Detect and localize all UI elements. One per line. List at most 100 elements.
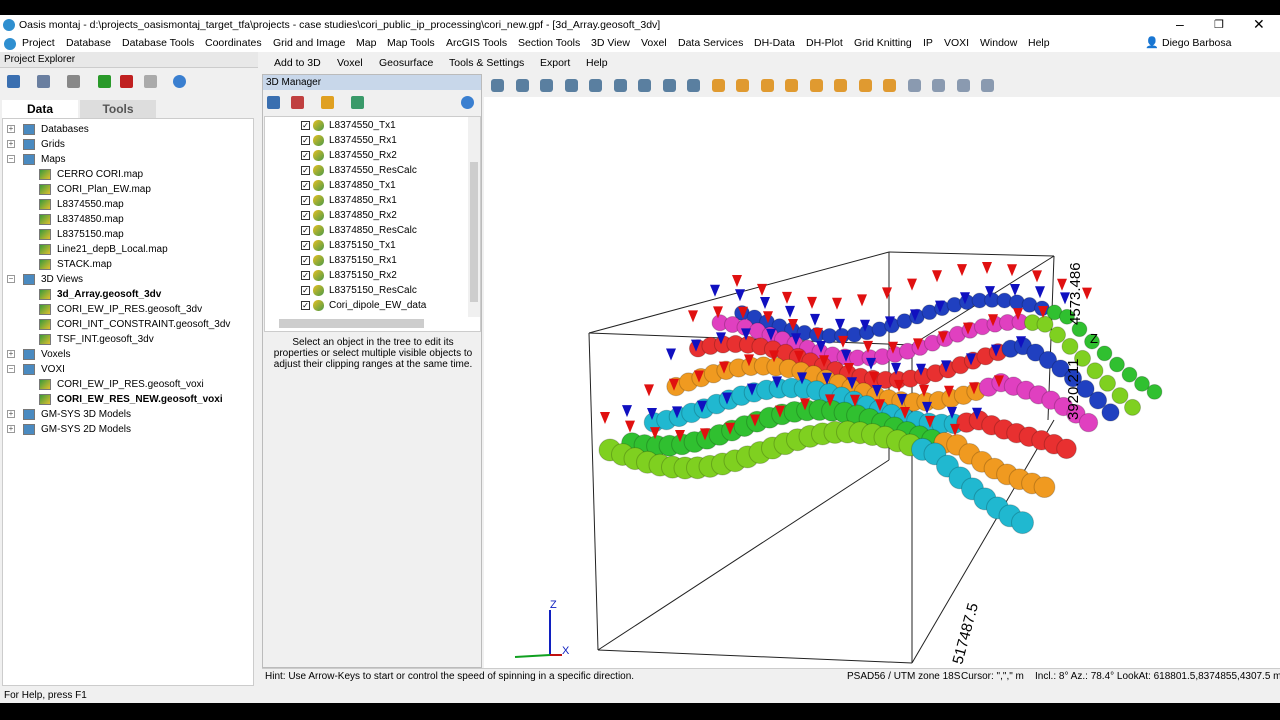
tree-item[interactable]: GM-SYS 2D Models — [41, 424, 132, 435]
tree-item[interactable]: GM-SYS 3D Models — [41, 409, 132, 420]
menu-item[interactable]: Help — [1028, 37, 1050, 49]
checkbox[interactable]: ✓ — [301, 301, 310, 310]
manager-tool[interactable] — [291, 96, 304, 109]
view-tool[interactable] — [491, 79, 504, 92]
checkbox[interactable]: ✓ — [301, 241, 310, 250]
list-item[interactable]: L8375150_Rx2 — [329, 270, 397, 281]
menu-item[interactable]: DH-Data — [754, 37, 795, 49]
checkbox[interactable]: ✓ — [301, 286, 310, 295]
menu-item[interactable]: Coordinates — [205, 37, 262, 49]
view-tool[interactable] — [834, 79, 847, 92]
view-tool[interactable] — [907, 79, 921, 92]
list-item[interactable]: L8374550_ResCalc — [329, 165, 417, 176]
tool-icon[interactable] — [120, 75, 133, 88]
menu-item[interactable]: Database — [66, 37, 111, 49]
tree-item[interactable]: CORI_EW_RES_NEW.geosoft_voxi — [57, 394, 223, 405]
view-menu-item[interactable]: Export — [540, 57, 571, 69]
menu-item[interactable]: Section Tools — [518, 37, 581, 49]
view-menu-item[interactable]: Tools & Settings — [449, 57, 525, 69]
view-tool[interactable] — [809, 79, 823, 92]
tree-item[interactable]: CORI_Plan_EW.map — [57, 184, 151, 195]
tool-icon[interactable] — [144, 75, 157, 88]
restore[interactable]: ❐ — [1214, 19, 1224, 31]
view-tool[interactable] — [736, 79, 749, 92]
tree-item[interactable]: Voxels — [41, 349, 71, 360]
tree-item[interactable]: CORI_EW_IP_RES.geosoft_3dv — [57, 304, 203, 315]
h-scroll-thumb[interactable] — [279, 319, 424, 328]
tool-icon[interactable] — [173, 75, 186, 88]
view-tool[interactable] — [858, 79, 872, 92]
tree-item[interactable]: CERRO CORI.map — [57, 169, 144, 180]
tree-item[interactable]: Maps — [41, 154, 66, 165]
tree-item[interactable]: L8374850.map — [57, 214, 124, 225]
tool-icon[interactable] — [7, 75, 20, 88]
menu-item[interactable]: Voxel — [641, 37, 667, 49]
tree-item[interactable]: CORI_EW_IP_RES.geosoft_voxi — [57, 379, 204, 390]
view-tool[interactable] — [932, 79, 945, 92]
tool-icon[interactable] — [37, 75, 50, 88]
view-tool[interactable] — [564, 79, 578, 92]
checkbox[interactable]: ✓ — [301, 256, 310, 265]
manager-tool[interactable] — [321, 96, 334, 109]
manager-tool[interactable] — [461, 96, 474, 109]
tree-item[interactable]: L8375150.map — [57, 229, 124, 240]
tree-item[interactable]: 3D Views — [41, 274, 84, 285]
view-menu-item[interactable]: Voxel — [337, 57, 363, 69]
view-tool[interactable] — [711, 79, 725, 92]
tree-item[interactable]: STACK.map — [57, 259, 112, 270]
tree-item[interactable]: CORI_INT_CONSTRAINT.geosoft_3dv — [57, 319, 231, 330]
tree-item[interactable]: VOXI — [41, 364, 65, 375]
list-item[interactable]: L8374850_Rx2 — [329, 210, 397, 221]
checkbox[interactable]: ✓ — [301, 211, 310, 220]
close[interactable]: ✕ — [1253, 16, 1265, 32]
user-name[interactable]: Diego Barbosa — [1162, 37, 1232, 49]
menu-item[interactable]: ArcGIS Tools — [446, 37, 508, 49]
view-tool[interactable] — [760, 79, 774, 92]
menu-item[interactable]: VOXI — [944, 37, 970, 49]
menu-item[interactable]: Map Tools — [387, 37, 435, 49]
checkbox[interactable]: ✓ — [301, 196, 310, 205]
tab[interactable]: Tools — [80, 100, 156, 118]
menu-item[interactable]: DH-Plot — [806, 37, 843, 49]
list-item[interactable]: L8374850_ResCalc — [329, 225, 417, 236]
checkbox[interactable]: ✓ — [301, 271, 310, 280]
tree-item[interactable]: TSF_INT.geosoft_3dv — [57, 334, 154, 345]
checkbox[interactable]: ✓ — [301, 121, 310, 130]
tree-item[interactable]: Grids — [41, 139, 65, 150]
list-item[interactable]: L8374850_Rx1 — [329, 195, 397, 206]
checkbox[interactable]: ✓ — [301, 181, 310, 190]
checkbox[interactable]: ✓ — [301, 151, 310, 160]
view-menu-item[interactable]: Geosurface — [379, 57, 434, 69]
menu-item[interactable]: Project — [22, 37, 55, 49]
list-item[interactable]: L8375150_Tx1 — [329, 240, 396, 251]
tree-item[interactable]: Line21_depB_Local.map — [57, 244, 168, 255]
list-item[interactable]: L8374850_Tx1 — [329, 180, 396, 191]
view-tool[interactable] — [883, 79, 896, 92]
view-tool[interactable] — [515, 79, 529, 92]
view-menu-item[interactable]: Add to 3D — [274, 57, 321, 69]
tree-item[interactable]: Databases — [41, 124, 89, 135]
list-item[interactable]: L8374550_Rx2 — [329, 150, 397, 161]
view-tool[interactable] — [589, 79, 602, 92]
list-item[interactable]: L8375150_Rx1 — [329, 255, 397, 266]
scroll-thumb[interactable] — [470, 162, 478, 302]
menu-item[interactable]: 3D View — [591, 37, 630, 49]
menu-item[interactable]: Window — [980, 37, 1018, 49]
tree-item[interactable]: 3d_Array.geosoft_3dv — [57, 289, 162, 300]
list-item[interactable]: L8374550_Rx1 — [329, 135, 397, 146]
manager-tool[interactable] — [351, 96, 364, 109]
checkbox[interactable]: ✓ — [301, 226, 310, 235]
menu-item[interactable]: IP — [923, 37, 933, 49]
view-tool[interactable] — [956, 79, 970, 92]
view-tool[interactable] — [540, 79, 553, 92]
tool-icon[interactable] — [98, 75, 111, 88]
tree-item[interactable]: L8374550.map — [57, 199, 124, 210]
view-tool[interactable] — [638, 79, 651, 92]
menu-item[interactable]: Grid and Image — [273, 37, 346, 49]
checkbox[interactable]: ✓ — [301, 136, 310, 145]
menu-item[interactable]: Grid Knitting — [854, 37, 912, 49]
list-item[interactable]: L8374550_Tx1 — [329, 120, 396, 131]
menu-item[interactable]: Data Services — [678, 37, 744, 49]
view-tool[interactable] — [981, 79, 994, 92]
menu-item[interactable]: Database Tools — [122, 37, 195, 49]
